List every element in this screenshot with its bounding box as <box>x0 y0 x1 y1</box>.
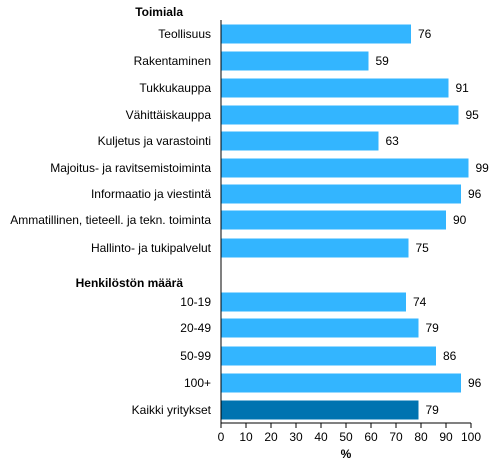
data-label: 86 <box>443 349 457 363</box>
data-label: 99 <box>476 161 490 175</box>
bar <box>221 210 446 230</box>
x-tick-label: 100 <box>461 430 481 444</box>
bar <box>221 158 469 178</box>
category-label: 100+ <box>184 376 211 390</box>
data-label: 59 <box>376 54 390 68</box>
group-heading: Henkilöstön määrä <box>76 276 184 290</box>
labels-layer: Toimiala Teollisuus 76 Rakentaminen 59 Tukkuk… <box>10 5 489 417</box>
x-tick-label: 30 <box>289 430 303 444</box>
category-label: Rakentaminen <box>134 54 211 68</box>
x-tick-label: 20 <box>264 430 278 444</box>
category-label: Teollisuus <box>158 27 211 41</box>
category-label: Hallinto- ja tukipalvelut <box>91 241 212 255</box>
bar <box>221 400 419 420</box>
bars-layer <box>221 24 469 420</box>
category-label: 20-49 <box>180 321 211 335</box>
category-label: 10-19 <box>180 295 211 309</box>
bar <box>221 184 461 204</box>
data-label: 74 <box>413 295 427 309</box>
category-label: Tukkukauppa <box>139 81 211 95</box>
category-label: Ammatillinen, tieteell. ja tekn. toimint… <box>10 213 211 227</box>
bar <box>221 131 379 151</box>
category-label: 50-99 <box>180 349 211 363</box>
data-label: 95 <box>466 108 480 122</box>
bar <box>221 318 419 338</box>
x-tick-label: 60 <box>364 430 378 444</box>
x-tick-label: 70 <box>389 430 403 444</box>
bar <box>221 24 411 44</box>
bar <box>221 373 461 393</box>
data-label: 76 <box>418 27 432 41</box>
data-label: 79 <box>426 321 440 335</box>
x-tick-label: 10 <box>239 430 253 444</box>
data-label: 96 <box>468 376 482 390</box>
x-tick-label: 0 <box>218 430 225 444</box>
category-label: Vähittäiskauppa <box>126 108 212 122</box>
bar <box>221 51 369 71</box>
x-axis-label: % <box>341 447 352 461</box>
data-label: 91 <box>456 81 470 95</box>
x-tick-label: 50 <box>339 430 353 444</box>
category-label: Majoitus- ja ravitsemistoiminta <box>50 161 211 175</box>
x-axis: 0 10 20 30 40 50 60 70 80 90 100 <box>218 20 481 444</box>
x-tick-label: 90 <box>439 430 453 444</box>
category-label: Informaatio ja viestintä <box>91 187 211 201</box>
x-tick-label: 80 <box>414 430 428 444</box>
data-label: 79 <box>426 403 440 417</box>
bar <box>221 292 406 312</box>
data-label: 96 <box>468 187 482 201</box>
x-tick-label: 40 <box>314 430 328 444</box>
data-label: 63 <box>386 134 400 148</box>
category-label: Kuljetus ja varastointi <box>98 134 211 148</box>
bar <box>221 105 459 125</box>
bar <box>221 78 449 98</box>
category-label: Kaikki yritykset <box>132 403 212 417</box>
group-heading: Toimiala <box>135 5 183 19</box>
data-label: 90 <box>453 213 467 227</box>
bar <box>221 346 436 366</box>
bar <box>221 238 409 258</box>
data-label: 75 <box>416 241 430 255</box>
